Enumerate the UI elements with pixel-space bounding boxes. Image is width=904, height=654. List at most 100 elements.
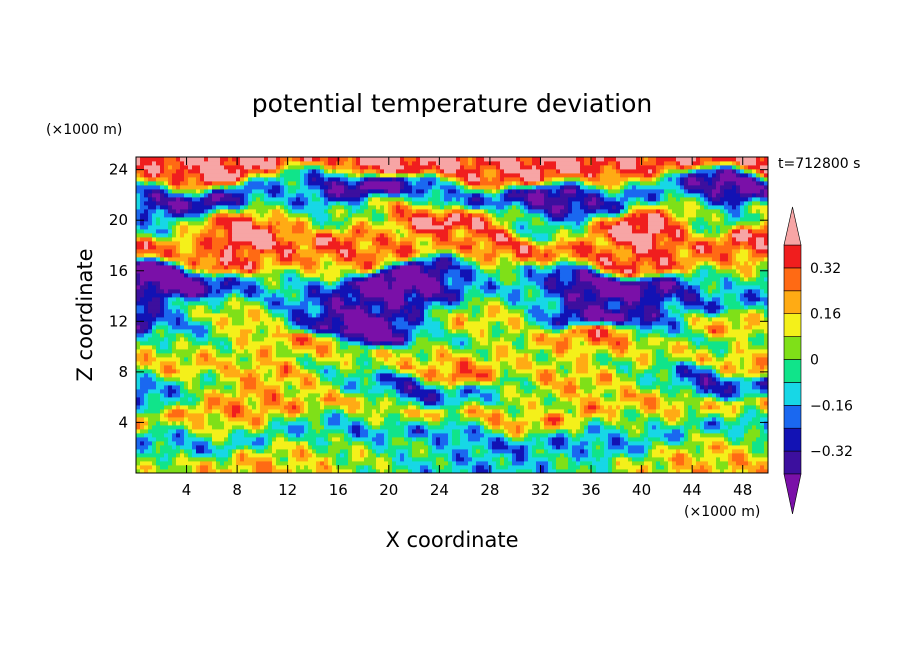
field-cell [720,381,725,386]
field-cell [696,353,709,358]
field-cell [456,369,461,374]
field-cell [388,393,397,398]
field-cell [484,405,509,410]
field-cell [392,469,397,474]
field-cell [416,365,429,370]
field-cell [284,301,301,306]
field-cell [684,433,689,438]
field-cell [232,361,237,366]
field-cell [388,321,393,326]
field-cell [668,213,673,218]
field-cell [216,349,221,354]
field-cell [264,337,289,342]
field-cell [728,457,733,462]
field-cell [572,337,585,342]
field-cell [736,389,741,394]
field-cell [236,393,241,398]
field-cell [628,417,637,422]
field-cell [660,213,665,218]
field-cell [488,313,497,318]
field-cell [172,353,177,358]
field-cell [360,301,365,306]
field-cell [372,441,377,446]
field-cell [240,329,253,334]
field-cell [420,449,425,454]
field-cell [228,433,233,438]
field-cell [156,261,161,266]
field-cell [168,385,173,390]
field-cell [764,369,769,374]
field-cell [400,453,405,458]
field-cell [644,429,649,434]
field-cell [524,449,529,454]
field-cell [532,253,545,258]
field-cell [284,253,289,258]
field-cell [476,421,481,426]
field-cell [136,333,145,338]
field-cell [632,229,649,234]
field-cell [340,273,345,278]
field-cell [524,317,529,322]
field-cell [260,293,273,298]
field-cell [160,297,165,302]
field-cell [412,221,433,226]
field-cell [720,425,729,430]
field-cell [656,353,665,358]
field-cell [292,325,301,330]
field-cell [488,421,493,426]
field-cell [608,217,613,222]
field-cell [364,337,369,342]
field-cell [432,205,441,210]
field-cell [140,325,149,330]
field-cell [440,281,445,286]
field-cell [256,245,273,250]
field-cell [712,289,721,294]
field-cell [208,421,225,426]
field-cell [252,241,277,246]
field-cell [640,377,657,382]
field-cell [212,241,229,246]
field-cell [732,449,745,454]
field-cell [492,237,497,242]
field-cell [744,261,749,266]
field-cell [528,257,537,262]
field-cell [244,257,249,262]
field-cell [696,217,705,222]
field-cell [676,217,689,222]
field-cell [236,353,253,358]
field-cell [544,289,549,294]
field-cell [336,389,341,394]
field-cell [272,357,297,362]
field-cell [448,373,453,378]
field-cell [564,349,569,354]
field-cell [444,393,449,398]
field-cell [396,221,409,226]
field-cell [360,365,373,370]
field-cell [656,241,661,246]
field-cell [660,397,665,402]
field-cell [680,285,685,290]
field-cell [388,397,397,402]
field-cell [652,353,657,358]
field-cell [212,465,217,470]
field-cell [736,405,741,410]
field-cell [740,241,749,246]
field-cell [668,377,673,382]
field-cell [452,465,473,470]
field-cell [500,461,505,466]
field-cell [524,353,529,358]
field-cell [680,313,685,318]
field-cell [716,281,721,286]
field-cell [240,265,245,270]
field-cell [540,349,545,354]
field-cell [632,385,637,390]
field-cell [424,385,437,390]
field-cell [488,321,497,326]
field-cell [652,469,669,474]
field-cell [352,453,361,458]
field-cell [424,401,437,406]
field-cell [676,261,681,266]
field-cell [232,469,241,474]
field-cell [260,301,265,306]
